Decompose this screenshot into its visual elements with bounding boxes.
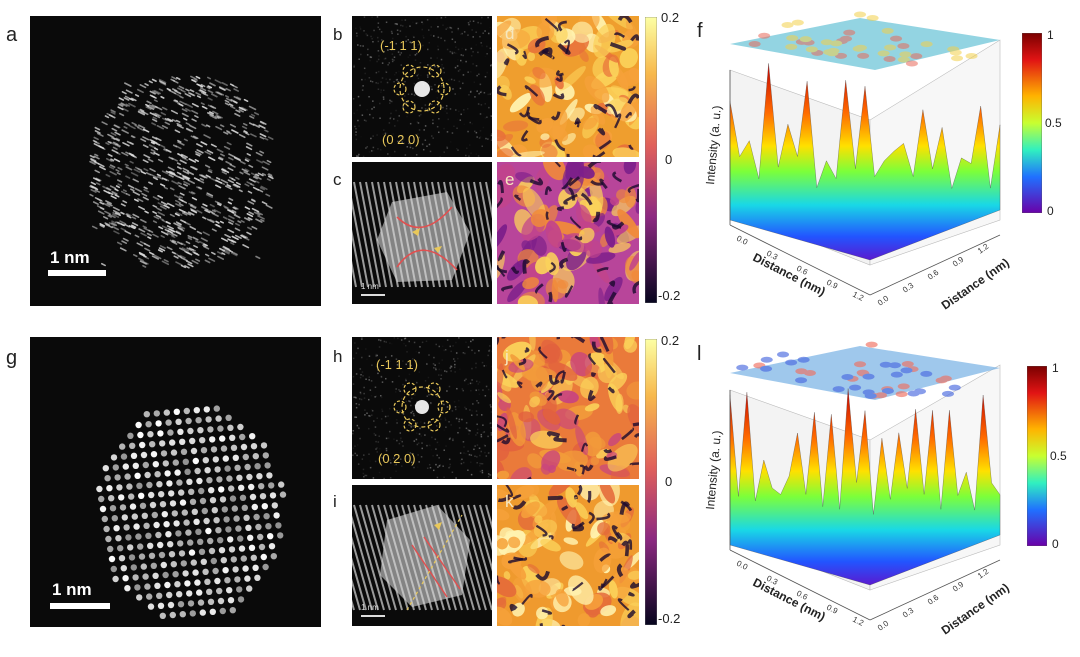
- strain-map-j: [497, 337, 639, 479]
- surface-plot-bottom: Intensity (a. u.) Distance (nm) Distance…: [703, 341, 1012, 637]
- panel-label-j: j: [505, 347, 509, 366]
- ytick-bottom-2: 0.6: [926, 593, 941, 607]
- panel-label-f: f: [697, 20, 703, 42]
- fft-label-upper-bottom: (-1 1 1): [376, 357, 418, 372]
- fft-label-upper-top: (-1 1 1): [380, 38, 422, 53]
- zlabel-bottom: Intensity (a. u.): [703, 430, 724, 510]
- scalebar-bottom-label: 1 nm: [52, 580, 92, 599]
- ylabel-bottom: Distance (nm): [939, 580, 1012, 637]
- intensity-colorbar-bottom: [1027, 366, 1047, 546]
- ytick-top-4: 1.2: [976, 242, 991, 256]
- xtick-top-3: 0.9: [825, 278, 839, 291]
- scalebar-small-c-label: 1 nm: [361, 282, 379, 291]
- filtered-image-top: 1 nm: [352, 162, 492, 304]
- strain-colorbar-top: [645, 17, 657, 303]
- panel-label-d: d: [505, 24, 515, 43]
- intensity-cbar-bottom-max: 1: [1052, 361, 1059, 375]
- strain-cbar-bottom-max: 0.2: [661, 333, 680, 348]
- panel-label-h: h: [333, 347, 343, 366]
- xlabel-bottom: Distance (nm): [751, 575, 828, 624]
- projection-plane-top: [730, 18, 1000, 70]
- intensity-cbar-top-max: 1: [1047, 28, 1054, 42]
- strain-texture-d: [497, 16, 639, 157]
- panel-label-l: l: [697, 343, 702, 365]
- zlabel-top: Intensity (a. u.): [703, 105, 724, 185]
- fft-pattern-bottom: [352, 337, 492, 479]
- strain-cbar-bottom-min: -0.2: [658, 611, 681, 626]
- surface-plot-top: Intensity (a. u.) Distance (nm) Distance…: [703, 11, 1012, 310]
- panel-label-a: a: [6, 24, 18, 46]
- panel-label-c: c: [333, 170, 342, 189]
- ytick-top-0: 0.0: [876, 294, 891, 308]
- ytick-top-1: 0.3: [901, 281, 916, 295]
- intensity-cbar-bottom-min: 0: [1052, 537, 1059, 551]
- strain-cbar-bottom-mid: 0: [665, 474, 673, 489]
- fft-pattern-top: [352, 16, 492, 157]
- fft-label-lower-bottom: (0 2 0): [378, 451, 416, 466]
- fft-label-lower-top: (0 2 0): [382, 132, 420, 147]
- strain-cbar-top-min: -0.2: [658, 288, 681, 303]
- strain-texture-k: [497, 485, 639, 626]
- strain-map-d: [497, 16, 639, 157]
- scalebar-small-c: [361, 294, 385, 296]
- intensity-cbar-bottom-mid: 0.5: [1050, 449, 1067, 463]
- strain-cbar-top-mid: 0: [665, 152, 673, 167]
- xtick-bottom-3: 0.9: [825, 603, 839, 616]
- ytick-top-2: 0.6: [926, 268, 941, 282]
- intensity-colorbar-top: [1022, 33, 1042, 213]
- fft-top: (-1 1 1) (0 2 0): [352, 16, 492, 157]
- xlabel-top: Distance (nm): [751, 250, 828, 299]
- nanoparticle-atoms-bottom: [96, 405, 287, 619]
- xtick-top-0: 0.0: [735, 234, 749, 247]
- ytick-bottom-1: 0.3: [901, 606, 916, 620]
- strain-map-e: [497, 162, 639, 304]
- fft-bottom: (-1 1 1) (0 2 0): [352, 337, 492, 479]
- filtered-lattice-top: [352, 181, 492, 288]
- scalebar-top-label: 1 nm: [50, 248, 90, 267]
- intensity-cbar-top-mid: 0.5: [1045, 116, 1062, 130]
- haadf-image-bottom: 1 nm: [30, 337, 321, 627]
- panel-label-k: k: [505, 492, 514, 511]
- panel-label-b: b: [333, 25, 343, 44]
- strain-texture-j: [497, 337, 639, 479]
- scalebar-top: [48, 270, 106, 276]
- ytick-bottom-0: 0.0: [876, 619, 891, 633]
- strain-colorbar-bottom: [645, 339, 657, 625]
- scalebar-bottom: [50, 603, 110, 609]
- nanoparticle-lattice-top: [89, 75, 274, 269]
- xtick-bottom-0: 0.0: [735, 559, 749, 572]
- strain-texture-e: [497, 162, 639, 304]
- scalebar-small-i-label: 1 nm: [361, 603, 379, 612]
- strain-map-k: [497, 485, 639, 626]
- filtered-image-bottom: 1 nm: [352, 485, 492, 626]
- panel-label-e: e: [505, 170, 515, 189]
- panel-label-g: g: [6, 347, 18, 369]
- panel-label-i: i: [333, 492, 337, 511]
- haadf-image-top: 1 nm: [30, 16, 321, 306]
- ylabel-top: Distance (nm): [939, 255, 1012, 310]
- ytick-bottom-4: 1.2: [976, 567, 991, 581]
- filtered-lattice-bottom: [352, 504, 492, 611]
- intensity-cbar-top-min: 0: [1047, 204, 1054, 218]
- strain-cbar-top-max: 0.2: [661, 10, 680, 25]
- scalebar-small-i: [361, 615, 385, 617]
